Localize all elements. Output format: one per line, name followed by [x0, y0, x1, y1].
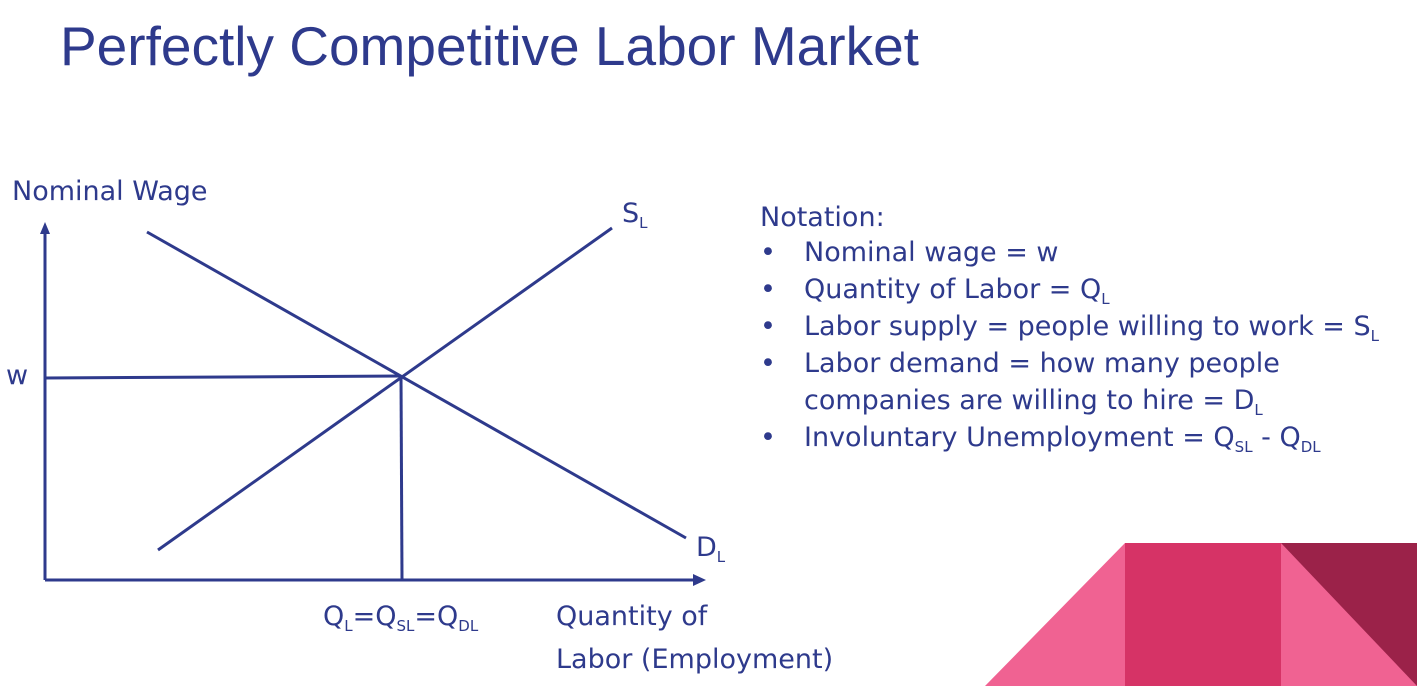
x-axis-arrow-icon — [693, 574, 706, 586]
demand-curve-label: DL — [696, 532, 726, 566]
slide-title: Perfectly Competitive Labor Market — [60, 15, 919, 77]
y-axis-label: Nominal Wage — [12, 176, 208, 207]
x-axis-label-line2: Labor (Employment) — [556, 644, 834, 675]
list-item: • Labor demand = how many people compani… — [760, 348, 1280, 419]
notation-list: • Nominal wage = w • Quantity of Labor =… — [760, 237, 1379, 456]
bullet-icon: • — [760, 311, 776, 342]
supply-curve-label: SL — [622, 198, 648, 232]
equilibrium-quantity-label: QL=QSL=QDL — [323, 601, 479, 635]
bullet-icon: • — [760, 348, 776, 379]
demand-curve — [146, 230, 687, 540]
x-axis-label-line1: Quantity of — [556, 601, 708, 632]
pink-block-mid — [1125, 543, 1281, 686]
bullet-icon: • — [760, 274, 776, 305]
list-item: • Nominal wage = w — [760, 237, 1059, 268]
list-item: • Involuntary Unemployment = QSL - QDL — [760, 422, 1321, 456]
notation-box: Notation: • Nominal wage = w • Quantity … — [760, 204, 1379, 461]
y-axis-arrow-icon — [40, 222, 50, 234]
wage-label: w — [6, 360, 29, 391]
notation-heading: Notation: — [760, 202, 885, 233]
quantity-line — [399, 375, 404, 581]
bullet-icon: • — [760, 422, 776, 453]
bullet-icon: • — [760, 237, 776, 268]
pink-triangle-right — [1281, 543, 1417, 686]
list-item: • Labor supply = people willing to work … — [760, 311, 1379, 345]
supply-curve — [157, 226, 613, 552]
wage-line — [44, 374, 402, 380]
pink-triangle-left — [985, 543, 1125, 686]
list-item: • Quantity of Labor = QL — [760, 274, 1110, 308]
